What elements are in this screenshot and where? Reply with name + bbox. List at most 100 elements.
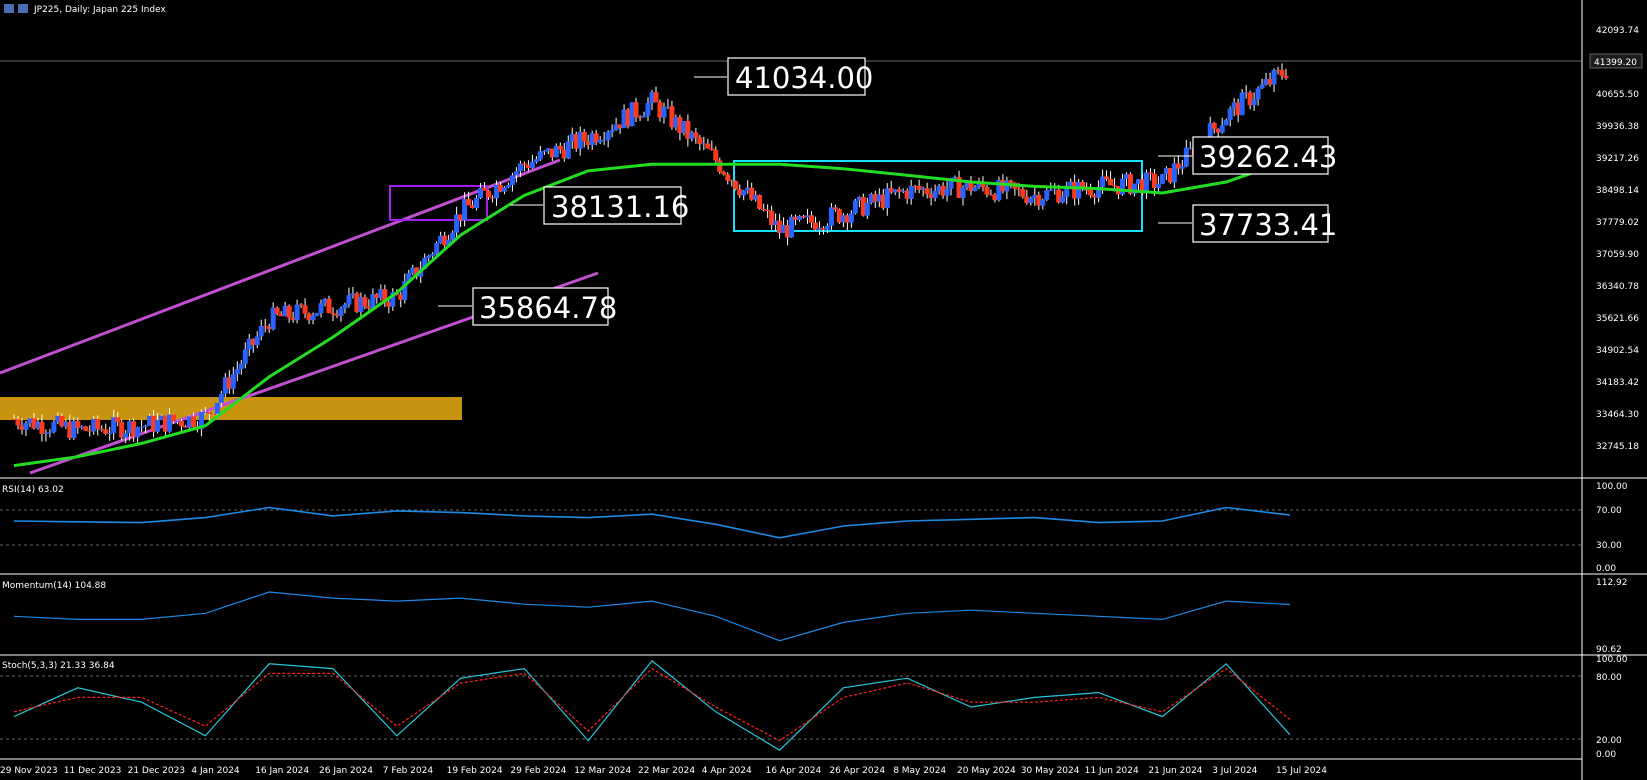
annotation-38131[interactable]: 38131.16 bbox=[543, 186, 689, 225]
candle-body bbox=[545, 148, 551, 151]
candle-body bbox=[43, 432, 49, 434]
candle-body bbox=[641, 115, 647, 118]
annotation-37733[interactable]: 37733.41 bbox=[1192, 204, 1337, 243]
candle-body bbox=[430, 254, 436, 256]
chart-title: JP225, Daily: Japan 225 Index bbox=[33, 5, 166, 15]
candle-body bbox=[972, 187, 978, 192]
price-tick: 38498.14 bbox=[1596, 186, 1639, 196]
candle-body bbox=[860, 196, 866, 216]
candle-body bbox=[948, 178, 954, 189]
date-tick: 29 Feb 2024 bbox=[510, 766, 566, 776]
candle-body bbox=[1147, 172, 1153, 174]
candle-body bbox=[1104, 176, 1110, 180]
candle-body bbox=[450, 232, 456, 240]
candle-body bbox=[785, 225, 791, 238]
candle-body bbox=[234, 368, 240, 375]
stoch-panel: Stoch(5,3,3) 21.33 36.84 100.00 80.00 20… bbox=[0, 655, 1628, 760]
candle-body bbox=[202, 412, 208, 414]
candle-body bbox=[458, 214, 464, 221]
candle-body bbox=[75, 420, 81, 428]
candle-body bbox=[1179, 166, 1185, 169]
annotation-38131-text: 38131.16 bbox=[551, 190, 689, 224]
candle-body bbox=[270, 307, 276, 330]
candle-body bbox=[964, 180, 970, 188]
annotation-41034-text: 41034.00 bbox=[735, 61, 873, 95]
date-tick: 20 May 2024 bbox=[957, 766, 1016, 776]
candle-body bbox=[115, 417, 121, 422]
candle-body bbox=[426, 255, 432, 258]
flag-box bbox=[389, 185, 488, 221]
candle-body bbox=[992, 194, 998, 201]
candle-body bbox=[1124, 174, 1130, 179]
date-tick: 15 Jul 2024 bbox=[1276, 766, 1327, 776]
candle-body bbox=[143, 425, 149, 427]
candle-body bbox=[1159, 174, 1165, 184]
candle-body bbox=[1108, 179, 1114, 186]
candle-body bbox=[147, 415, 153, 426]
candle-body bbox=[95, 418, 101, 429]
candle-body bbox=[801, 215, 807, 218]
candle-body bbox=[844, 215, 850, 223]
candle-body bbox=[689, 132, 695, 139]
candle-body bbox=[1251, 99, 1257, 106]
candle-body bbox=[505, 185, 511, 188]
annotation-35864[interactable]: 35864.78 bbox=[472, 287, 617, 326]
candle-body bbox=[1080, 181, 1086, 190]
candle-body bbox=[386, 302, 392, 307]
candle-body bbox=[51, 422, 57, 433]
momentum-title: Momentum(14) 104.88 bbox=[2, 581, 106, 591]
price-tick: 34183.42 bbox=[1596, 378, 1639, 388]
candle-body bbox=[757, 195, 763, 209]
price-tick: 33464.30 bbox=[1596, 410, 1639, 420]
date-tick: 21 Jun 2024 bbox=[1148, 766, 1202, 776]
chart-menu-icon[interactable] bbox=[4, 4, 14, 13]
candle-body bbox=[968, 180, 974, 192]
candle-body bbox=[912, 185, 918, 187]
candle-body bbox=[1020, 189, 1026, 197]
candle-body bbox=[342, 304, 348, 309]
candle-body bbox=[793, 216, 799, 220]
candle-body bbox=[1052, 189, 1058, 191]
candle-body bbox=[190, 416, 196, 428]
date-tick: 7 Feb 2024 bbox=[383, 766, 434, 776]
candle-body bbox=[1255, 88, 1261, 100]
annotation-39262[interactable]: 39262.43 bbox=[1192, 136, 1337, 175]
candle-body bbox=[246, 338, 252, 350]
candle-body bbox=[665, 106, 671, 108]
price-tick: 32745.18 bbox=[1596, 442, 1639, 452]
candle-body bbox=[629, 102, 635, 127]
candle-body bbox=[976, 181, 982, 188]
candle-body bbox=[338, 308, 344, 316]
candle-body bbox=[952, 176, 958, 179]
candle-body bbox=[1032, 194, 1038, 199]
date-tick: 3 Jul 2024 bbox=[1212, 766, 1257, 776]
candle-body bbox=[1128, 174, 1133, 194]
candle-body bbox=[1231, 102, 1237, 109]
candle-body bbox=[685, 121, 691, 139]
candle-body bbox=[274, 307, 280, 314]
candle-body bbox=[868, 193, 874, 203]
stoch-tick: 80.00 bbox=[1596, 673, 1622, 683]
candle-body bbox=[1215, 128, 1221, 133]
candle-body bbox=[470, 205, 476, 209]
candle-body bbox=[174, 420, 180, 422]
moving-average-line bbox=[13, 158, 1291, 468]
candle-body bbox=[362, 297, 368, 307]
candle-body bbox=[254, 336, 260, 346]
candle-body bbox=[238, 363, 244, 369]
candle-body bbox=[1207, 123, 1213, 148]
candle-body bbox=[1167, 168, 1173, 183]
candle-body bbox=[119, 421, 125, 438]
candle-body bbox=[27, 418, 33, 424]
candle-body bbox=[693, 132, 699, 138]
candle-body bbox=[769, 211, 775, 226]
chart-type-icon[interactable] bbox=[18, 4, 28, 13]
annotation-41034[interactable]: 41034.00 bbox=[727, 57, 873, 96]
candle-body bbox=[521, 163, 527, 166]
candle-body bbox=[438, 235, 444, 244]
candle-body bbox=[876, 194, 882, 202]
candle-body bbox=[442, 235, 448, 246]
candle-body bbox=[1131, 183, 1137, 194]
candle-body bbox=[382, 289, 388, 303]
candle-body bbox=[79, 426, 85, 428]
